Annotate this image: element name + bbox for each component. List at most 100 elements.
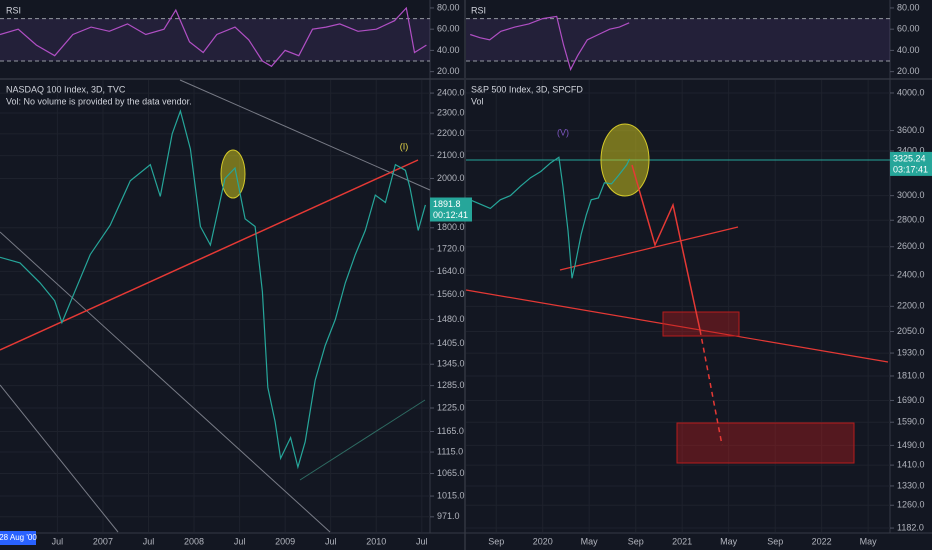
y-tick-label: 1405.0 [437,338,465,348]
y-tick-label: 1165.0 [437,426,464,436]
price-tag-value: 1891.8 [433,199,461,209]
wave-label: (V) [557,127,569,137]
y-tick-label: 1590.0 [897,417,925,427]
price-tag-countdown: 00:12:41 [433,210,468,220]
y-tick-label: 1285.0 [437,380,465,390]
axes: 80.00 60.00 40.00 20.00 2400.0 2300.0 2200.0 21… [52,2,932,546]
cursor-date-tag [0,531,36,545]
trend-line [299,399,426,481]
y-tick-label: 1065.0 [437,468,465,478]
y-tick-label: 1720.0 [437,243,465,253]
symbol-title: NASDAQ 100 Index, 3D, TVC [6,84,126,94]
y-tick-label: 2400.0 [897,270,925,280]
y-tick-label: 1182.0 [897,522,924,532]
x-tick-label: Jul [416,536,428,546]
y-tick-label: 60.00 [897,24,920,34]
y-tick-label: 1330.0 [897,480,925,490]
x-tick-label: May [581,536,599,546]
y-tick-label: 1490.0 [897,440,925,450]
y-tick-label: 1480.0 [437,314,465,324]
rsi-band-fill [0,18,430,62]
y-tick-label: 1015.0 [437,490,465,500]
y-tick-label: 2300.0 [437,107,465,117]
price-tag-countdown: 03:17:41 [893,164,928,174]
x-tick-label: Sep [628,536,644,546]
x-tick-label: Jul [143,536,155,546]
x-tick-label: Sep [767,536,783,546]
trend-line [179,79,431,191]
x-tick-label: 2010 [366,536,386,546]
trend-line [0,231,331,533]
y-tick-label: 2000.0 [437,173,465,183]
x-tick-label: May [720,536,738,546]
y-tick-label: 1560.0 [437,289,465,299]
x-tick-label: Sep [488,536,504,546]
y-tick-label: 2100.0 [437,150,465,160]
y-tick-label: 1810.0 [897,370,925,380]
y-tick-label: 20.00 [897,66,920,76]
volume-note: Vol [471,96,484,106]
trend-line [0,159,419,351]
x-tick-label: 2007 [93,536,113,546]
y-tick-label: 80.00 [437,2,460,12]
y-tick-label: 1225.0 [437,402,465,412]
y-tick-label: 1260.0 [897,500,925,510]
y-tick-label: 1115.0 [437,446,463,456]
price-tag [890,151,932,176]
series [0,6,890,470]
x-tick-label: 2008 [184,536,204,546]
highlight-ellipse [600,123,650,197]
symbol-title: S&P 500 Index, 3D, SPCFD [471,84,583,94]
price-line [0,6,427,68]
x-tick-label: 2009 [275,536,295,546]
y-tick-label: 3400.0 [897,145,925,155]
price-line [470,15,630,72]
target-box [676,422,855,464]
y-tick-label: 3000.0 [897,190,925,200]
projection-arrow [631,164,701,331]
x-tick-label: 2020 [533,536,553,546]
price-tag-value: 3325.24 [893,153,926,163]
rsi-band-fill [466,18,890,62]
trend-line [465,289,889,363]
x-tick-label: 2021 [672,536,692,546]
y-tick-label: 3600.0 [897,125,925,135]
x-tick-label: 2022 [812,536,832,546]
trend-line [0,384,119,533]
y-tick-label: 40.00 [897,45,920,55]
price-line [469,156,631,279]
y-tick-label: 60.00 [437,24,460,34]
y-tick-label: 1800.0 [437,222,465,232]
price-tag [430,197,472,222]
y-tick-label: 2400.0 [437,87,465,97]
indicator-title: RSI [6,5,21,15]
grid [0,80,890,532]
trend-line [559,226,739,271]
x-tick-label: Jul [52,536,64,546]
price-line [0,108,426,470]
y-tick-label: 1640.0 [437,266,465,276]
y-tick-label: 2200.0 [437,128,465,138]
projection-arrow [699,329,723,446]
y-tick-label: 4000.0 [897,87,925,97]
x-tick-label: Jul [234,536,246,546]
x-tick-label: May [860,536,878,546]
y-tick-label: 1930.0 [897,347,925,357]
y-tick-label: 2600.0 [897,241,925,251]
highlight-ellipse [220,149,246,199]
volume-note: Vol: No volume is provided by the data v… [6,96,192,106]
y-tick-label: 2050.0 [897,326,925,336]
wave-label: (I) [400,141,409,151]
cursor-date: 28 Aug '00 [0,533,37,542]
y-tick-label: 1410.0 [897,459,925,469]
y-tick-label: 1690.0 [897,395,925,405]
y-tick-label: 2800.0 [897,215,925,225]
x-tick-label: Jul [325,536,337,546]
y-tick-label: 20.00 [437,66,460,76]
y-tick-label: 971.0 [437,511,460,521]
indicator-title: RSI [471,5,486,15]
y-tick-label: 1345.0 [437,359,465,369]
y-tick-label: 2200.0 [897,301,925,311]
y-tick-label: 80.00 [897,2,920,12]
